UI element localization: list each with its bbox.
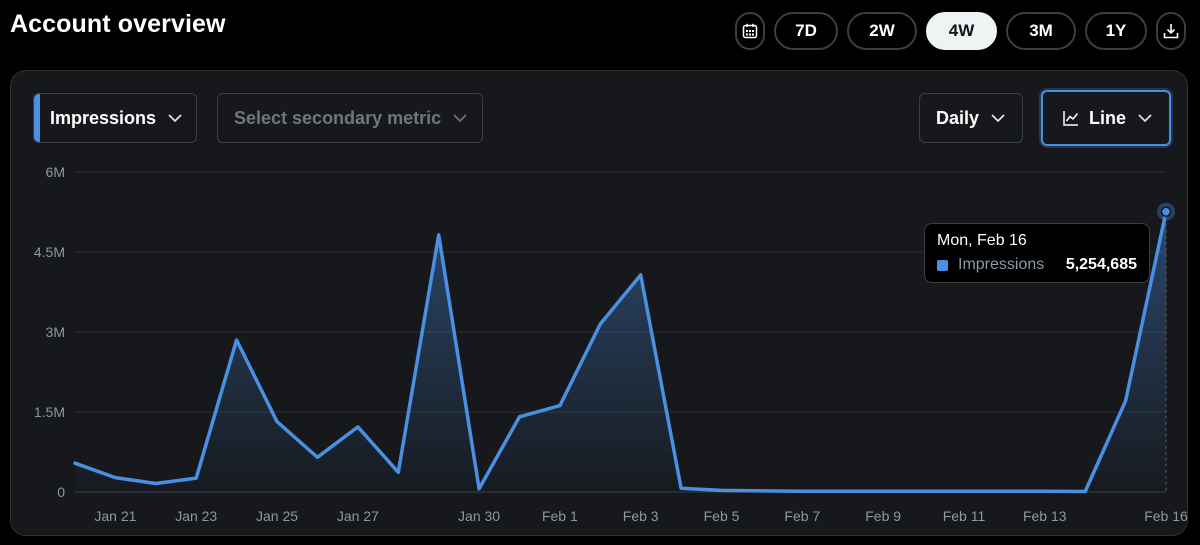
x-tick-label: Feb 11 bbox=[943, 508, 986, 524]
impressions-chart: 0 1.5M 3M 4.5M 6M Jan 21 Jan 23 Jan 25 Jan 27 Ja… bbox=[34, 164, 1187, 524]
y-tick-label: 0 bbox=[57, 484, 65, 500]
tooltip-value: 5,254,685 bbox=[1065, 256, 1137, 273]
x-tick-label: Jan 25 bbox=[256, 508, 298, 524]
download-button[interactable] bbox=[1156, 12, 1186, 50]
x-tick-label: Feb 16 bbox=[1144, 508, 1187, 524]
date-range-selector: 7D 2W 4W 3M 1Y bbox=[735, 12, 1186, 50]
range-1y-button[interactable]: 1Y bbox=[1085, 12, 1147, 50]
highlighted-data-point[interactable] bbox=[1160, 206, 1172, 218]
chart-type-select[interactable]: Line bbox=[1041, 90, 1171, 146]
impressions-line bbox=[73, 210, 1168, 494]
x-tick-label: Feb 5 bbox=[704, 508, 740, 524]
x-tick-label: Feb 3 bbox=[623, 508, 659, 524]
chart-panel: Impressions Select secondary metric Dail… bbox=[10, 70, 1188, 536]
chevron-down-icon bbox=[453, 114, 467, 122]
range-7d-button[interactable]: 7D bbox=[774, 12, 838, 50]
primary-metric-label: Impressions bbox=[50, 107, 157, 128]
y-tick-label: 4.5M bbox=[34, 244, 65, 260]
secondary-metric-placeholder: Select secondary metric bbox=[234, 107, 442, 128]
range-4w-button[interactable]: 4W bbox=[926, 12, 997, 50]
chevron-down-icon bbox=[991, 114, 1005, 122]
y-tick-label: 1.5M bbox=[34, 404, 65, 420]
x-tick-label: Jan 23 bbox=[175, 508, 217, 524]
download-icon bbox=[1163, 24, 1179, 39]
x-tick-label: Jan 30 bbox=[458, 508, 500, 524]
x-tick-label: Feb 1 bbox=[542, 508, 578, 524]
chevron-down-icon bbox=[1138, 114, 1152, 122]
range-2w-button[interactable]: 2W bbox=[847, 12, 917, 50]
chart-type-label: Line bbox=[1089, 107, 1127, 128]
granularity-label: Daily bbox=[936, 107, 980, 128]
line-chart-icon bbox=[1063, 110, 1079, 126]
tooltip-series-label: Impressions bbox=[958, 256, 1045, 273]
series-color-swatch bbox=[937, 259, 948, 271]
metric-color-indicator bbox=[34, 94, 40, 142]
y-tick-label: 3M bbox=[46, 324, 65, 340]
calendar-icon bbox=[742, 23, 758, 39]
x-tick-label: Feb 13 bbox=[1023, 508, 1067, 524]
secondary-metric-select[interactable]: Select secondary metric bbox=[217, 93, 483, 143]
data-tooltip: Mon, Feb 16 Impressions 5,254,685 bbox=[924, 223, 1150, 283]
tooltip-date: Mon, Feb 16 bbox=[937, 232, 1027, 249]
x-tick-label: Jan 27 bbox=[337, 508, 379, 524]
range-3m-button[interactable]: 3M bbox=[1006, 12, 1076, 50]
y-tick-label: 6M bbox=[46, 164, 65, 180]
granularity-select[interactable]: Daily bbox=[919, 93, 1023, 143]
x-tick-label: Jan 21 bbox=[94, 508, 136, 524]
x-tick-label: Feb 9 bbox=[865, 508, 901, 524]
primary-metric-select[interactable]: Impressions bbox=[33, 93, 197, 143]
x-tick-label: Feb 7 bbox=[784, 508, 820, 524]
chevron-down-icon bbox=[168, 114, 182, 122]
page-title: Account overview bbox=[10, 10, 226, 38]
calendar-button[interactable] bbox=[735, 12, 765, 50]
impressions-area bbox=[75, 211, 1166, 493]
